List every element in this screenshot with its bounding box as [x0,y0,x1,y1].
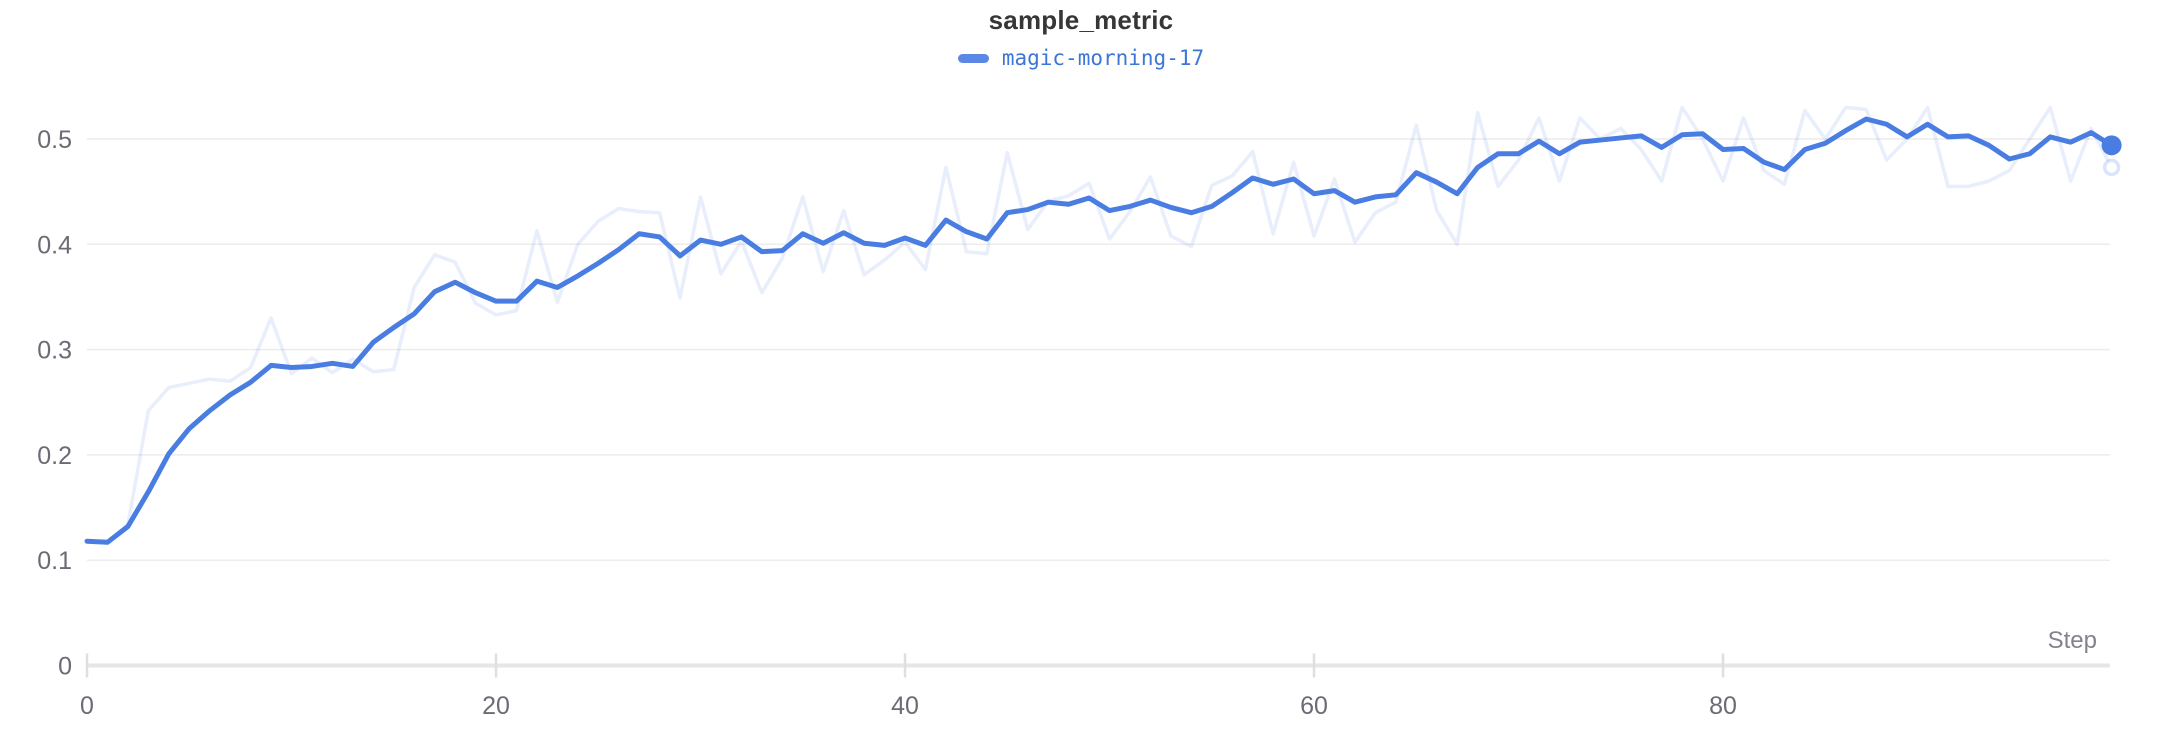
x-tick-label: 0 [80,692,94,720]
y-tick-label: 0.5 [37,126,72,154]
chart-legend: magic-morning-17 [0,46,2162,70]
y-tick-label: 0.4 [37,231,72,259]
x-tick-label: 60 [1300,692,1328,720]
y-tick-label: 0 [58,653,72,681]
legend-run-name: magic-morning-17 [1001,46,1205,70]
series-endpoint-dot [2101,135,2122,156]
raw-series-line [85,105,2114,545]
x-tick-label: 20 [482,692,510,720]
legend-swatch-icon [957,53,989,63]
legend-item-run[interactable]: magic-morning-17 [957,46,1205,70]
chart-title: sample_metric [988,5,1174,35]
smoothed-series-line [84,116,2115,545]
y-tick-label: 0.3 [37,337,72,365]
y-tick-label: 0.1 [37,547,72,575]
x-axis-title: Step [2048,627,2097,654]
raw-endpoint-dot [2102,158,2121,177]
x-tick-label: 80 [1709,692,1737,720]
x-tick-label: 40 [891,692,919,720]
y-tick-label: 0.2 [37,442,72,470]
